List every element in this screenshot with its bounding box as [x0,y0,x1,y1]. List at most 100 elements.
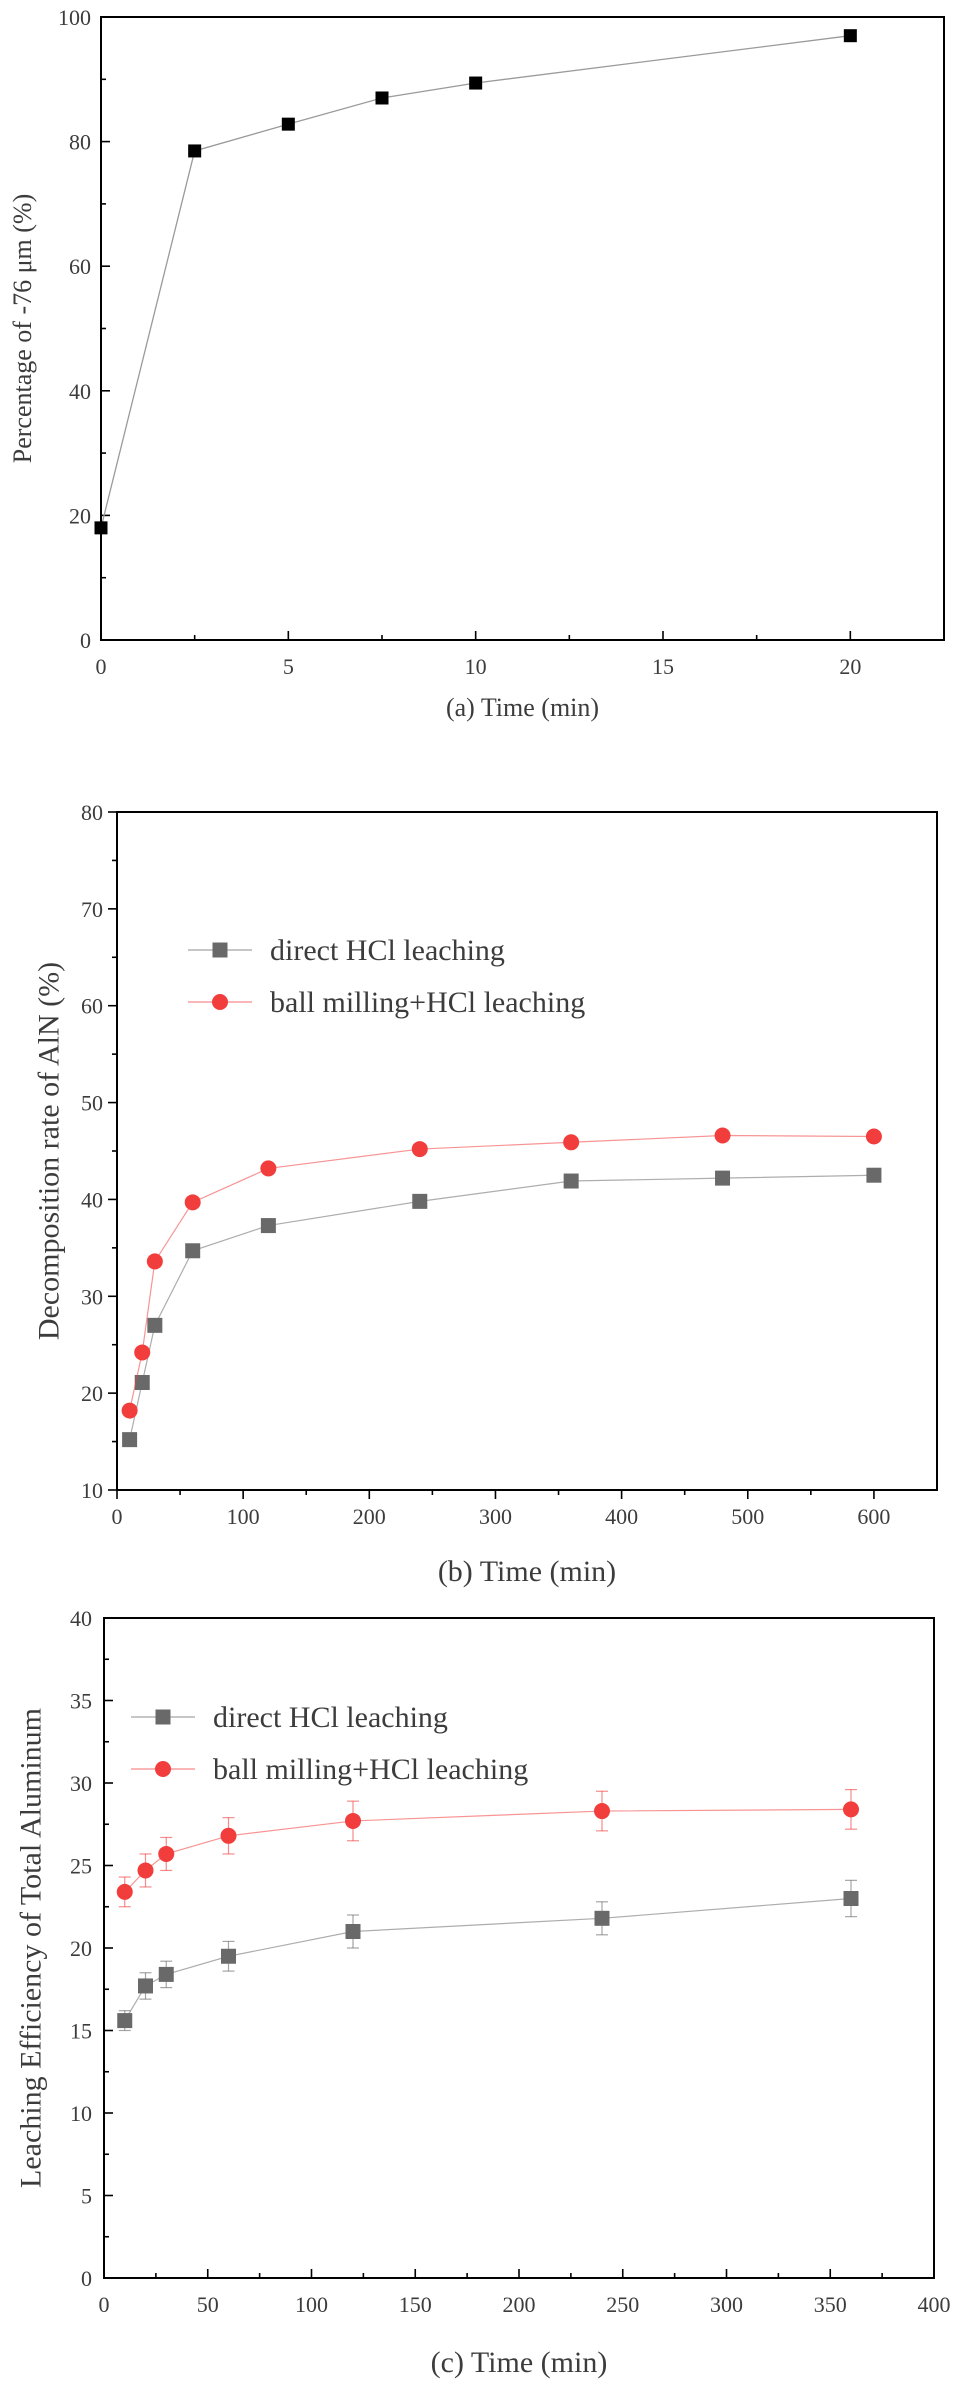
data-point [158,1845,175,1862]
x-tick-label: 200 [503,2292,536,2317]
legend-marker [212,994,228,1010]
data-point [221,1948,236,1964]
y-tick-label: 50 [81,1091,103,1116]
x-tick-label: 600 [857,1504,890,1529]
x-tick-label: 50 [197,2292,219,2317]
y-tick-label: 100 [58,5,91,30]
x-tick-label: 150 [399,2292,432,2317]
data-point [469,76,483,90]
y-tick-label: 80 [81,800,103,825]
x-tick-label: 5 [283,654,294,679]
chart-a: 0 5 10 15 20 0 20 40 60 80 100 (a) Time (min) Percen… [8,5,945,722]
data-point [375,91,389,105]
data-point [843,1801,859,1818]
data-point [147,1317,163,1333]
x-tick-label: 0 [96,654,107,679]
data-point [411,1141,428,1158]
series-0 [122,1167,882,1448]
data-point [412,1193,428,1209]
y-tick-label: 40 [69,379,91,404]
x-tick-label: 500 [731,1504,764,1529]
y-tick-label: 40 [81,1187,103,1212]
data-point [281,117,295,131]
y-axis-title: Decomposition rate of AlN (%) [33,962,66,1340]
y-tick-label: 70 [81,897,103,922]
x-axis-title: (c) Time (min) [431,2346,608,2379]
y-tick-label: 10 [70,2101,92,2126]
y-tick-label: 40 [70,1606,92,1631]
x-axis-title: (a) Time (min) [446,693,599,722]
y-tick-label: 20 [81,1381,103,1406]
y-tick-label: 10 [81,1478,103,1503]
data-point [866,1167,882,1183]
data-point [843,29,857,43]
y-tick-label: 15 [70,2019,92,2044]
data-point [865,1128,882,1145]
series-1 [116,1788,859,1908]
x-tick-label: 0 [112,1504,123,1529]
data-point [345,1924,361,1939]
legend: direct HCl leaching ball milling+HCl leac… [188,934,585,1019]
y-tick-label: 20 [70,1936,92,1961]
series-1 [121,1127,882,1419]
y-tick-label: 80 [69,130,91,155]
data-point [158,1966,174,1982]
data-point [563,1173,579,1189]
y-tick-label: 25 [70,1854,92,1879]
data-point [116,1883,133,1900]
y-tick-label: 0 [80,628,91,653]
series-line [124,1808,852,1893]
data-point [134,1374,150,1390]
x-tick-label: 100 [295,2292,328,2317]
data-point [563,1134,580,1151]
x-tick-label: 300 [479,1504,512,1529]
legend-label: ball milling+HCl leaching [213,1753,528,1786]
data-point [188,144,202,158]
data-point [843,1891,859,1906]
series-line [100,35,851,529]
data-point [94,521,108,535]
data-point [184,1194,201,1211]
x-tick-label: 20 [839,654,861,679]
y-axis-title: Leaching Efficiency of Total Aluminum [15,1708,48,2188]
x-tick-label: 15 [652,654,674,679]
legend: direct HCl leaching ball milling+HCl leac… [131,1701,528,1786]
y-tick-label: 20 [69,503,91,528]
x-tick-label: 400 [918,2292,951,2317]
y-axis-title: Percentage of -76 μm (%) [8,194,37,464]
x-tick-label: 400 [605,1504,638,1529]
data-point [260,1160,277,1177]
x-tick-label: 0 [99,2292,110,2317]
legend-marker [155,1761,171,1777]
legend-label: ball milling+HCl leaching [270,986,585,1019]
chart-c: 0 50 100 150 200 250 300 350 400 0 5 10 15 20 25 30 35 40… [15,1606,951,2379]
data-point [715,1170,731,1186]
data-point [137,1862,154,1879]
data-point [138,1978,153,1994]
x-tick-label: 300 [710,2292,743,2317]
data-point [260,1218,276,1234]
y-tick-label: 60 [69,254,91,279]
x-tick-label: 250 [606,2292,639,2317]
data-point [146,1253,163,1270]
data-point [714,1127,731,1144]
plot-frame [100,16,945,641]
series-0 [117,1879,859,2032]
legend-label: direct HCl leaching [213,1701,448,1734]
y-tick-label: 5 [81,2184,92,2209]
series-line [129,1174,874,1440]
x-tick-label: 200 [353,1504,386,1529]
x-axis-title: (b) Time (min) [438,1555,616,1588]
x-tick-label: 100 [227,1504,260,1529]
data-point [122,1432,138,1448]
legend-label: direct HCl leaching [270,934,505,967]
data-point [594,1803,610,1820]
plot-frame [116,811,938,1491]
y-tick-label: 35 [70,1689,92,1714]
y-tick-label: 60 [81,994,103,1019]
x-tick-label: 350 [814,2292,847,2317]
chart-b: 0 100 200 300 400 500 600 10 20 30 40 50 60 70 80 (b) T… [33,800,938,1588]
legend-marker [212,942,228,958]
data-point [117,2013,133,2029]
